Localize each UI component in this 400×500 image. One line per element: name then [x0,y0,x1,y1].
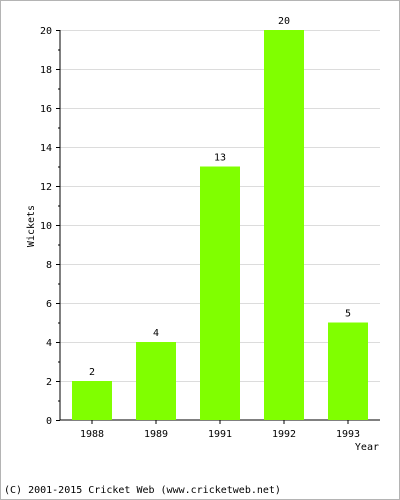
bar-value-label: 20 [278,16,290,27]
bar-value-label: 4 [153,328,159,339]
bar-value-label: 2 [89,367,95,378]
x-tick-label: 1992 [272,429,296,440]
x-axis-label: Year [355,442,379,453]
x-tick-label: 1988 [80,429,104,440]
x-tick-label: 1993 [336,429,360,440]
bar [264,30,304,420]
bar [72,381,112,420]
x-tick-label: 1991 [208,429,232,440]
y-axis-ticks: 0 2 4 6 8 10 12 14 16 18 20 [40,26,60,427]
y-tick-label: 4 [46,338,52,349]
y-tick-label: 14 [40,143,52,154]
copyright-footer: (C) 2001-2015 Cricket Web (www.cricketwe… [4,485,281,496]
bar-value-label: 5 [345,309,351,320]
y-axis-label: Wickets [26,205,37,247]
bar [328,322,368,420]
bar [200,166,240,420]
y-tick-label: 0 [46,416,52,427]
y-tick-label: 20 [40,26,52,37]
y-tick-label: 12 [40,182,52,193]
bar-value-label: 13 [214,153,226,164]
bar [136,342,176,420]
y-tick-label: 6 [46,299,52,310]
y-tick-label: 2 [46,377,52,388]
data-labels: 2 4 13 20 5 [89,16,351,378]
bars [72,30,368,420]
x-tick-label: 1989 [144,429,168,440]
y-tick-label: 8 [46,260,52,271]
gridlines [60,30,380,382]
y-tick-label: 16 [40,104,52,115]
y-tick-label: 18 [40,65,52,76]
x-axis-ticks: 1988 1989 1991 1992 1993 [80,420,360,440]
y-tick-label: 10 [40,221,52,232]
